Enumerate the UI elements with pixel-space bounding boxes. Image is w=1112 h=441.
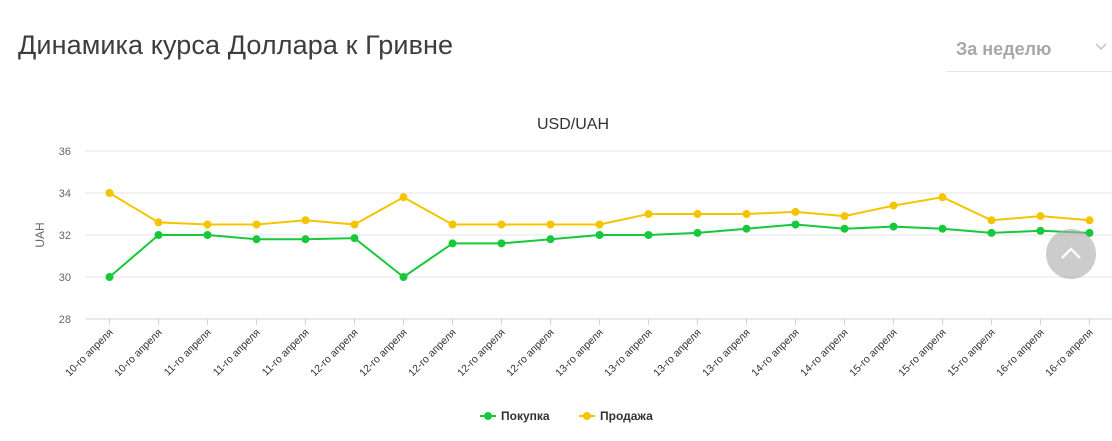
- data-point: [938, 193, 947, 202]
- x-tick-label: 11-го апреля: [162, 327, 214, 379]
- x-tick-label: 13-го апреля: [602, 327, 654, 379]
- x-tick-label: 14-го апреля: [749, 327, 801, 379]
- data-point: [252, 235, 261, 244]
- x-tick-label: 15-го апреля: [896, 327, 948, 379]
- data-point: [987, 228, 996, 237]
- data-point: [399, 193, 408, 202]
- data-point: [644, 231, 653, 239]
- chevron-down-icon: [1094, 40, 1108, 54]
- x-tick-label: 15-го апреля: [945, 327, 997, 379]
- data-point: [1036, 212, 1045, 221]
- period-select-value: За неделю: [956, 39, 1052, 59]
- scroll-to-top-button[interactable]: [1046, 229, 1096, 279]
- data-point: [1085, 216, 1094, 225]
- x-tick-label: 15-го апреля: [847, 327, 899, 379]
- data-point: [742, 224, 751, 233]
- page-title: Динамика курса Доллара к Гривне: [18, 30, 454, 60]
- data-point: [203, 231, 212, 239]
- legend-item-label: Покупка: [501, 409, 550, 423]
- x-tick-label: 10-го апреля: [112, 327, 164, 379]
- legend-marker: [484, 412, 492, 420]
- chart-title: USD/UAH: [537, 116, 609, 133]
- data-point: [546, 235, 555, 244]
- data-point: [301, 216, 310, 225]
- x-tick-label: 13-го апреля: [553, 327, 605, 379]
- data-point: [399, 273, 408, 281]
- chart-container: USD/UAH 28 30 32 34 36 UAH 10-го апреля 10-го ап…: [0, 100, 1112, 441]
- data-point: [252, 220, 261, 229]
- data-point: [693, 228, 702, 237]
- legend-item-label: Продажа: [600, 409, 653, 423]
- data-point: [644, 210, 653, 218]
- x-tick-label: 12-го апреля: [357, 327, 409, 379]
- x-tick-label: 11-го апреля: [260, 327, 312, 379]
- data-point: [448, 220, 457, 229]
- y-tick-label: 30: [59, 272, 71, 284]
- x-tick-label: 12-го апреля: [504, 327, 556, 379]
- data-point: [889, 201, 898, 210]
- data-point: [840, 212, 849, 221]
- y-tick-label: 32: [59, 230, 71, 242]
- data-point: [350, 220, 359, 229]
- data-point: [791, 220, 800, 229]
- data-point: [546, 220, 555, 229]
- data-point: [350, 234, 359, 243]
- y-tick-label: 34: [59, 188, 71, 200]
- data-point: [1036, 226, 1045, 235]
- data-point: [448, 239, 457, 248]
- y-tick-label: 36: [59, 146, 71, 158]
- x-tick-label: 16-го апреля: [994, 327, 1046, 379]
- data-point: [154, 218, 163, 227]
- data-point: [693, 210, 702, 218]
- data-point: [987, 216, 996, 225]
- x-tick-label: 13-го апреля: [651, 327, 703, 379]
- x-tick-label: 16-го апреля: [1043, 327, 1095, 379]
- data-point: [938, 224, 947, 233]
- data-point: [889, 222, 898, 231]
- period-select[interactable]: За неделю: [946, 26, 1112, 72]
- x-tick-label: 14-го апреля: [798, 327, 850, 379]
- legend-marker: [583, 412, 591, 420]
- data-point: [154, 231, 163, 239]
- data-point: [840, 224, 849, 233]
- data-point: [497, 239, 506, 248]
- data-point: [742, 210, 751, 218]
- data-point: [105, 273, 114, 281]
- y-axis-title: UAH: [33, 222, 47, 247]
- data-point: [595, 231, 604, 239]
- y-tick-label: 28: [59, 314, 71, 326]
- data-point: [497, 220, 506, 229]
- x-tick-label: 10-го апреля: [63, 327, 115, 379]
- x-tick-label: 12-го апреля: [406, 327, 458, 379]
- data-point: [791, 207, 800, 216]
- data-point: [301, 235, 310, 244]
- x-tick-label: 13-го апреля: [700, 327, 752, 379]
- data-point: [105, 189, 114, 197]
- x-tick-label: 11-го апреля: [211, 327, 263, 379]
- x-tick-label: 12-го апреля: [308, 327, 360, 379]
- x-tick-label: 12-го апреля: [455, 327, 507, 379]
- chevron-up-icon: [1061, 247, 1081, 259]
- data-point: [203, 220, 212, 229]
- data-point: [595, 220, 604, 229]
